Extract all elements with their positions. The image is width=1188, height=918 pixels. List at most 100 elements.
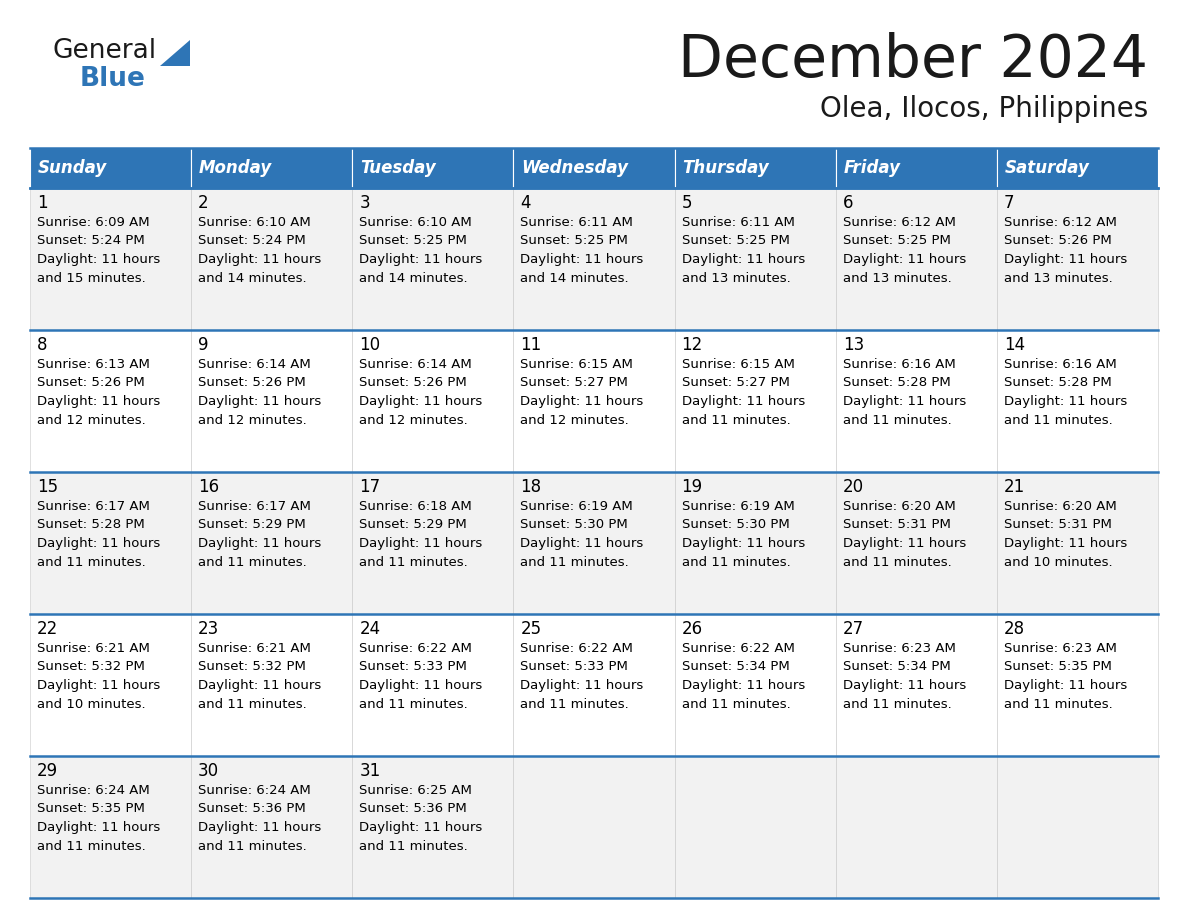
Bar xyxy=(513,330,675,472)
Text: 23: 23 xyxy=(198,620,220,638)
Text: Thursday: Thursday xyxy=(683,159,770,177)
Text: and 10 minutes.: and 10 minutes. xyxy=(37,698,146,711)
Text: Daylight: 11 hours: Daylight: 11 hours xyxy=(1004,253,1127,266)
Text: Sunrise: 6:22 AM: Sunrise: 6:22 AM xyxy=(359,642,472,655)
Text: Daylight: 11 hours: Daylight: 11 hours xyxy=(198,395,322,408)
Bar xyxy=(513,148,675,188)
Bar xyxy=(30,148,191,188)
Text: 2: 2 xyxy=(198,194,209,212)
Text: Sunrise: 6:21 AM: Sunrise: 6:21 AM xyxy=(37,642,150,655)
Text: Daylight: 11 hours: Daylight: 11 hours xyxy=(359,253,482,266)
Text: Sunrise: 6:12 AM: Sunrise: 6:12 AM xyxy=(842,216,955,229)
Text: Sunset: 5:25 PM: Sunset: 5:25 PM xyxy=(359,234,467,248)
Text: Daylight: 11 hours: Daylight: 11 hours xyxy=(198,821,322,834)
Text: Sunset: 5:33 PM: Sunset: 5:33 PM xyxy=(520,660,628,674)
Text: Daylight: 11 hours: Daylight: 11 hours xyxy=(1004,679,1127,692)
Text: Sunrise: 6:11 AM: Sunrise: 6:11 AM xyxy=(520,216,633,229)
Bar xyxy=(997,614,1158,756)
Text: Daylight: 11 hours: Daylight: 11 hours xyxy=(359,395,482,408)
Text: Blue: Blue xyxy=(80,66,146,92)
Text: Daylight: 11 hours: Daylight: 11 hours xyxy=(682,679,804,692)
Text: Daylight: 11 hours: Daylight: 11 hours xyxy=(37,821,160,834)
Bar xyxy=(997,188,1158,330)
Text: and 11 minutes.: and 11 minutes. xyxy=(37,555,146,568)
Text: 29: 29 xyxy=(37,762,58,780)
Text: and 11 minutes.: and 11 minutes. xyxy=(842,698,952,711)
Text: Daylight: 11 hours: Daylight: 11 hours xyxy=(842,679,966,692)
Text: and 11 minutes.: and 11 minutes. xyxy=(359,698,468,711)
Text: Daylight: 11 hours: Daylight: 11 hours xyxy=(682,395,804,408)
Text: Wednesday: Wednesday xyxy=(522,159,628,177)
Text: Sunset: 5:26 PM: Sunset: 5:26 PM xyxy=(198,376,305,389)
Text: and 11 minutes.: and 11 minutes. xyxy=(520,698,630,711)
Text: Sunset: 5:35 PM: Sunset: 5:35 PM xyxy=(37,802,145,815)
Text: Sunrise: 6:23 AM: Sunrise: 6:23 AM xyxy=(1004,642,1117,655)
Bar xyxy=(513,472,675,614)
Text: Sunrise: 6:22 AM: Sunrise: 6:22 AM xyxy=(520,642,633,655)
Text: Sunset: 5:33 PM: Sunset: 5:33 PM xyxy=(359,660,467,674)
Text: Daylight: 11 hours: Daylight: 11 hours xyxy=(37,395,160,408)
Text: Sunset: 5:28 PM: Sunset: 5:28 PM xyxy=(37,519,145,532)
Text: 21: 21 xyxy=(1004,478,1025,496)
Text: Monday: Monday xyxy=(200,159,272,177)
Text: Sunrise: 6:16 AM: Sunrise: 6:16 AM xyxy=(842,358,955,371)
Text: and 11 minutes.: and 11 minutes. xyxy=(1004,698,1113,711)
Text: Sunrise: 6:10 AM: Sunrise: 6:10 AM xyxy=(359,216,472,229)
Text: December 2024: December 2024 xyxy=(678,32,1148,89)
Text: Sunset: 5:27 PM: Sunset: 5:27 PM xyxy=(520,376,628,389)
Bar xyxy=(30,614,191,756)
Text: Sunrise: 6:15 AM: Sunrise: 6:15 AM xyxy=(520,358,633,371)
Text: Sunrise: 6:19 AM: Sunrise: 6:19 AM xyxy=(520,500,633,513)
Text: 24: 24 xyxy=(359,620,380,638)
Bar xyxy=(675,148,835,188)
Text: and 11 minutes.: and 11 minutes. xyxy=(520,555,630,568)
Text: Sunrise: 6:24 AM: Sunrise: 6:24 AM xyxy=(198,784,311,797)
Text: 5: 5 xyxy=(682,194,693,212)
Bar xyxy=(835,614,997,756)
Text: and 11 minutes.: and 11 minutes. xyxy=(198,698,307,711)
Bar xyxy=(191,188,353,330)
Text: 28: 28 xyxy=(1004,620,1025,638)
Text: Daylight: 11 hours: Daylight: 11 hours xyxy=(198,679,322,692)
Text: Sunset: 5:24 PM: Sunset: 5:24 PM xyxy=(37,234,145,248)
Text: Daylight: 11 hours: Daylight: 11 hours xyxy=(520,253,644,266)
Text: and 14 minutes.: and 14 minutes. xyxy=(520,272,630,285)
Text: Sunrise: 6:17 AM: Sunrise: 6:17 AM xyxy=(37,500,150,513)
Text: Daylight: 11 hours: Daylight: 11 hours xyxy=(842,253,966,266)
Text: 6: 6 xyxy=(842,194,853,212)
Text: 10: 10 xyxy=(359,336,380,354)
Text: and 12 minutes.: and 12 minutes. xyxy=(37,413,146,427)
Text: Sunrise: 6:15 AM: Sunrise: 6:15 AM xyxy=(682,358,795,371)
Text: Daylight: 11 hours: Daylight: 11 hours xyxy=(37,253,160,266)
Text: and 13 minutes.: and 13 minutes. xyxy=(842,272,952,285)
Text: and 11 minutes.: and 11 minutes. xyxy=(682,555,790,568)
Bar xyxy=(675,472,835,614)
Text: Daylight: 11 hours: Daylight: 11 hours xyxy=(682,537,804,550)
Text: and 12 minutes.: and 12 minutes. xyxy=(359,413,468,427)
Bar xyxy=(513,614,675,756)
Text: Tuesday: Tuesday xyxy=(360,159,436,177)
Text: Sunrise: 6:20 AM: Sunrise: 6:20 AM xyxy=(842,500,955,513)
Text: 18: 18 xyxy=(520,478,542,496)
Bar xyxy=(997,148,1158,188)
Text: Sunset: 5:32 PM: Sunset: 5:32 PM xyxy=(198,660,307,674)
Text: Sunrise: 6:12 AM: Sunrise: 6:12 AM xyxy=(1004,216,1117,229)
Bar xyxy=(30,330,191,472)
Bar xyxy=(997,330,1158,472)
Text: Daylight: 11 hours: Daylight: 11 hours xyxy=(198,253,322,266)
Polygon shape xyxy=(160,40,190,66)
Bar xyxy=(30,472,191,614)
Text: Daylight: 11 hours: Daylight: 11 hours xyxy=(359,679,482,692)
Text: Daylight: 11 hours: Daylight: 11 hours xyxy=(682,253,804,266)
Text: Sunrise: 6:19 AM: Sunrise: 6:19 AM xyxy=(682,500,795,513)
Text: and 13 minutes.: and 13 minutes. xyxy=(1004,272,1113,285)
Bar xyxy=(191,472,353,614)
Text: and 11 minutes.: and 11 minutes. xyxy=(682,698,790,711)
Bar xyxy=(30,756,191,898)
Text: 13: 13 xyxy=(842,336,864,354)
Text: and 11 minutes.: and 11 minutes. xyxy=(359,555,468,568)
Text: Sunrise: 6:24 AM: Sunrise: 6:24 AM xyxy=(37,784,150,797)
Text: Sunrise: 6:11 AM: Sunrise: 6:11 AM xyxy=(682,216,795,229)
Text: Daylight: 11 hours: Daylight: 11 hours xyxy=(1004,395,1127,408)
Text: 11: 11 xyxy=(520,336,542,354)
